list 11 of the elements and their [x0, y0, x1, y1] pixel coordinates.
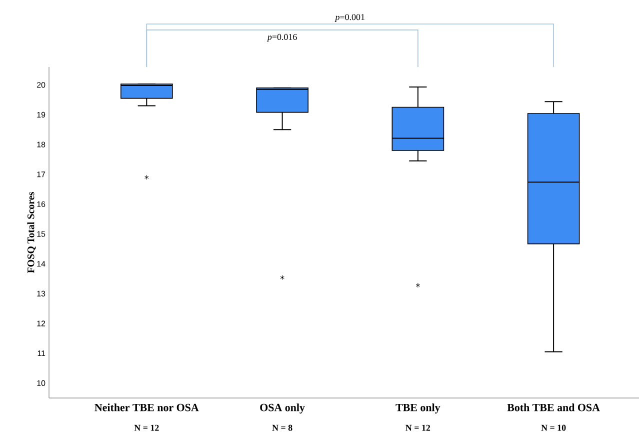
y-axis-title: FOSQ Total Scores: [27, 192, 36, 274]
text: N = 10: [541, 424, 566, 431]
text: N = 12: [406, 424, 430, 431]
text: N = 12: [134, 424, 159, 431]
text: p=0.016: [266, 34, 297, 42]
x-tick-label: TBE only: [396, 404, 440, 414]
text: p=0.001: [334, 14, 364, 22]
x-tick-label: Both TBE and OSA: [507, 404, 600, 412]
x-tick-label: Neither TBE nor OSA: [94, 404, 199, 412]
x-tick-label: OSA only: [260, 404, 305, 414]
text: N = 8: [272, 424, 292, 431]
